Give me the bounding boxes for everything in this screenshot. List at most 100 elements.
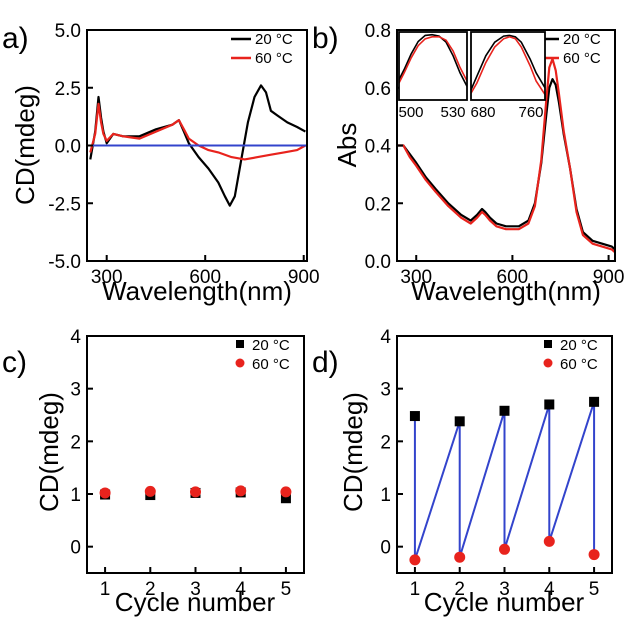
legend-label-60c: 60 °C: [560, 356, 598, 373]
x-tick-label: 5: [589, 579, 600, 600]
y-tick-label: 0.4: [365, 137, 392, 158]
inset-frame: [398, 31, 468, 101]
y-tick-label: 0: [380, 538, 391, 559]
x-tick-label: 300: [91, 267, 123, 288]
inset-frame: [470, 31, 546, 101]
panel-label: a): [2, 22, 29, 55]
point-60c-cycle-1: [409, 554, 421, 566]
x-axis-title: Cycle number: [115, 587, 276, 617]
x-tick-label: 300: [400, 267, 432, 288]
plot-area: [99, 485, 292, 504]
x-tick-label: 4: [235, 579, 246, 600]
inset-1: 500 530: [398, 31, 468, 121]
legend-swatch-60c: [543, 358, 553, 368]
y-tick-label: 2: [380, 432, 391, 453]
x-tick-label: 900: [593, 267, 625, 288]
point-20c-cycle-4: [544, 399, 555, 410]
series-line-60c: [89, 102, 306, 161]
cycle-connector-line: [413, 401, 596, 561]
y-tick-label: 3: [70, 380, 81, 401]
inset-x-tick-label: 530: [440, 104, 465, 121]
inset-x-tick-label: 760: [518, 104, 543, 121]
inset-line-60c: [470, 35, 546, 96]
legend-label-60c: 60 °C: [252, 356, 290, 373]
panel-label: b): [312, 22, 339, 55]
inset-line-60c: [398, 35, 468, 84]
legend-label-20c: 20 °C: [252, 337, 290, 354]
inset-x-tick-label: 680: [470, 104, 495, 121]
point-60c-cycle-4: [235, 485, 247, 497]
legend-label-60c: 60 °C: [255, 50, 293, 67]
point-20c-cycle-2: [454, 416, 465, 427]
y-axis-title: Abs: [332, 123, 362, 168]
y-tick-label: 4: [70, 327, 81, 348]
x-tick-label: 600: [189, 267, 221, 288]
point-20c-cycle-1: [409, 411, 420, 422]
x-tick-label: 4: [544, 579, 555, 600]
panel-b: 300 600 900 0.0 0.2 0.4 0.6 0.8 Wavelength(nm) Ab…: [312, 21, 624, 306]
point-60c-cycle-3: [499, 543, 510, 555]
y-axis-title: CD(mdeg): [338, 392, 368, 512]
series-line-60c: [397, 57, 615, 254]
plot-area: [397, 57, 615, 254]
y-axis-title: CD(mdeg): [34, 392, 64, 512]
point-60c-cycle-5: [280, 486, 292, 498]
legend-label-20c: 20 °C: [255, 31, 293, 48]
x-tick-label: 2: [454, 579, 465, 600]
point-60c-cycle-2: [454, 551, 466, 563]
legend-swatch-20c: [544, 340, 552, 348]
legend-label-20c: 20 °C: [563, 31, 601, 48]
y-tick-label: 0.2: [365, 194, 391, 215]
plot-area: [87, 84, 307, 207]
point-60c-cycle-4: [543, 535, 555, 547]
x-axis-title: Wavelength(nm): [411, 276, 601, 306]
point-20c-cycle-5: [280, 493, 291, 504]
point-60c-cycle-5: [588, 549, 600, 561]
y-tick-label: 0: [70, 538, 81, 559]
x-axis-title: Cycle number: [424, 587, 585, 617]
point-60c-cycle-1: [99, 487, 111, 499]
y-tick-label: 0.0: [55, 137, 81, 158]
inset-x-tick-label: 500: [398, 104, 423, 121]
y-tick-label: 0.0: [365, 252, 391, 273]
point-60c-cycle-2: [144, 485, 156, 497]
y-tick-label: 3: [380, 380, 391, 401]
x-tick-label: 1: [410, 579, 421, 600]
panel-label: c): [2, 346, 27, 379]
legend-swatch-60c: [235, 358, 245, 368]
y-tick-label: 2.5: [55, 79, 81, 100]
x-tick-label: 1: [100, 579, 111, 600]
plot-area: [409, 396, 600, 566]
inset-background: [399, 32, 467, 100]
point-20c-cycle-3: [499, 405, 510, 416]
x-tick-label: 3: [499, 579, 510, 600]
y-tick-label: -5.0: [48, 252, 81, 273]
y-tick-label: 4: [380, 327, 391, 348]
x-tick-label: 900: [288, 267, 320, 288]
y-tick-label: 2: [70, 432, 81, 453]
y-tick-label: 1: [380, 485, 391, 506]
y-axis-title: CD(mdeg): [10, 85, 40, 205]
y-tick-label: 1: [70, 485, 81, 506]
x-tick-label: 5: [281, 579, 292, 600]
y-tick-label: 0.6: [365, 79, 391, 100]
legend-swatch-20c: [236, 340, 244, 348]
series-line-20c: [397, 77, 615, 251]
inset-line-20c: [470, 34, 546, 91]
y-tick-label: 5.0: [55, 21, 81, 42]
x-axis-title: Wavelength(nm): [102, 276, 292, 306]
legend-label-20c: 20 °C: [560, 337, 598, 354]
panel-a: 300 600 900 -5.0 -2.5 0.0 2.5 5.0 Wavelength(nm)…: [2, 21, 320, 306]
legend-label-60c: 60 °C: [563, 50, 601, 67]
inset-2: 680 760: [470, 31, 546, 121]
y-tick-label: 0.8: [365, 21, 391, 42]
x-tick-label: 2: [145, 579, 156, 600]
x-tick-label: 600: [497, 267, 529, 288]
point-20c-cycle-5: [589, 396, 600, 407]
x-tick-label: 3: [190, 579, 201, 600]
y-tick-label: -2.5: [48, 194, 81, 215]
inset-line-20c: [398, 33, 468, 87]
